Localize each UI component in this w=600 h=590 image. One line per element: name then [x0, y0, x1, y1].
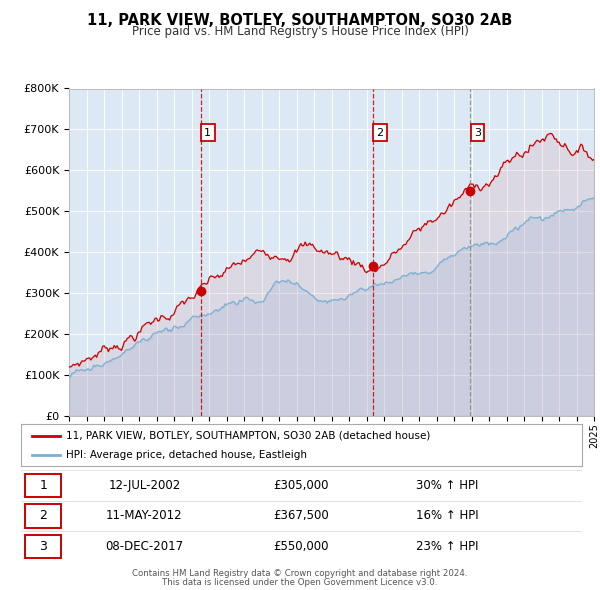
Text: 11, PARK VIEW, BOTLEY, SOUTHAMPTON, SO30 2AB: 11, PARK VIEW, BOTLEY, SOUTHAMPTON, SO30… [88, 13, 512, 28]
Text: 1: 1 [204, 127, 211, 137]
FancyBboxPatch shape [25, 504, 61, 528]
Text: 1: 1 [39, 479, 47, 492]
Text: 08-DEC-2017: 08-DEC-2017 [106, 540, 184, 553]
Text: 12-JUL-2002: 12-JUL-2002 [108, 479, 181, 492]
Text: 2: 2 [376, 127, 383, 137]
Text: £367,500: £367,500 [274, 509, 329, 523]
Text: 3: 3 [474, 127, 481, 137]
Text: This data is licensed under the Open Government Licence v3.0.: This data is licensed under the Open Gov… [163, 578, 437, 587]
Text: £550,000: £550,000 [274, 540, 329, 553]
Text: Price paid vs. HM Land Registry's House Price Index (HPI): Price paid vs. HM Land Registry's House … [131, 25, 469, 38]
Text: £305,000: £305,000 [274, 479, 329, 492]
Text: 3: 3 [39, 540, 47, 553]
Text: 11-MAY-2012: 11-MAY-2012 [106, 509, 183, 523]
Text: 30% ↑ HPI: 30% ↑ HPI [416, 479, 479, 492]
Text: 16% ↑ HPI: 16% ↑ HPI [416, 509, 479, 523]
Text: 23% ↑ HPI: 23% ↑ HPI [416, 540, 479, 553]
Text: 2: 2 [39, 509, 47, 523]
Text: Contains HM Land Registry data © Crown copyright and database right 2024.: Contains HM Land Registry data © Crown c… [132, 569, 468, 578]
FancyBboxPatch shape [25, 535, 61, 558]
FancyBboxPatch shape [25, 474, 61, 497]
Text: HPI: Average price, detached house, Eastleigh: HPI: Average price, detached house, East… [66, 451, 307, 460]
Text: 11, PARK VIEW, BOTLEY, SOUTHAMPTON, SO30 2AB (detached house): 11, PARK VIEW, BOTLEY, SOUTHAMPTON, SO30… [66, 431, 430, 441]
